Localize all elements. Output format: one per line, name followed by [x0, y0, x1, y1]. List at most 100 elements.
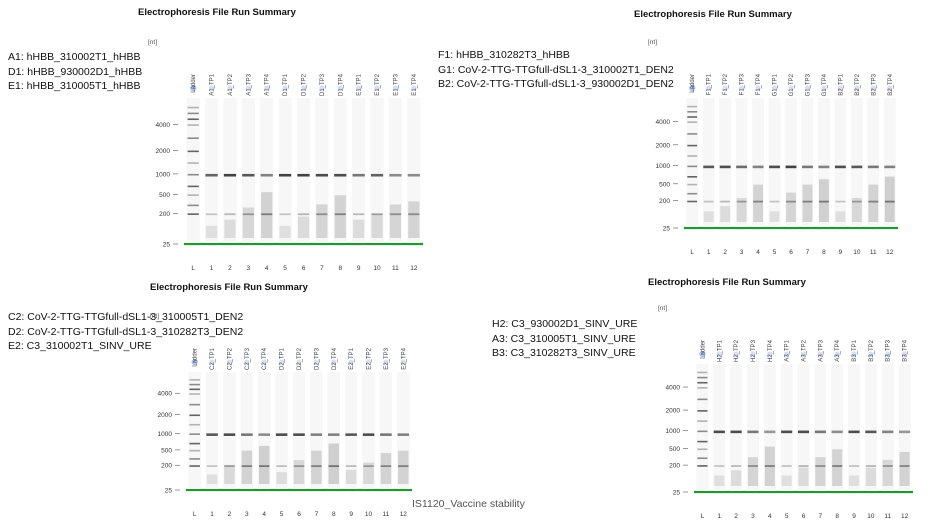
lane: [768, 98, 781, 227]
lane-label: E1_TP4: [412, 73, 418, 95]
main-band: [703, 165, 715, 169]
low-band: [363, 465, 374, 468]
well-dot: [279, 359, 285, 365]
ladder-band: [189, 383, 200, 386]
lane: [686, 98, 699, 227]
smear: [884, 176, 895, 222]
low-band: [297, 213, 310, 216]
lane: [817, 98, 830, 227]
ladder-band: [189, 379, 200, 381]
lane: [797, 364, 810, 491]
smear: [818, 179, 829, 222]
ladder-band: [187, 106, 199, 109]
lane-label: B3_TP2: [869, 339, 875, 361]
low-band: [802, 200, 813, 203]
well-dot: [755, 85, 761, 91]
low-band: [882, 465, 893, 467]
well-dot: [383, 359, 389, 365]
well-dot: [699, 350, 706, 358]
ladder-band: [687, 192, 698, 195]
main-band: [315, 173, 329, 177]
lane-label: B2_TP3: [871, 73, 877, 95]
lane-label: A1_TP1: [210, 73, 216, 95]
low-band: [380, 465, 392, 468]
lane: [834, 98, 847, 227]
smear: [899, 451, 910, 486]
low-band: [851, 200, 862, 203]
lane: [752, 98, 765, 227]
legend-item: E2: C3_310002T1_SINV_URE: [8, 340, 152, 352]
lane-label: B2_TP1: [838, 73, 844, 95]
low-band: [720, 200, 731, 203]
lane-label: E2_TP4: [401, 347, 407, 369]
ladder-band: [687, 155, 698, 157]
lane: [205, 372, 219, 489]
footer-note: IS1120_Vaccine stability: [412, 498, 525, 510]
lane: [260, 98, 274, 243]
panel-2-title: Electrophoresis File Run Summary: [634, 9, 792, 20]
smear: [720, 205, 731, 222]
lane-number: L: [701, 513, 705, 520]
lane-label: F1_TP1: [707, 73, 713, 95]
main-band: [389, 173, 402, 177]
main-band: [293, 433, 305, 436]
lane-number: 4: [262, 511, 266, 518]
lane-label: G1_TP3: [805, 73, 811, 96]
well-dot: [356, 85, 362, 91]
low-band: [258, 465, 270, 468]
lane-label: E1_TP2: [375, 73, 381, 95]
panel-1-legend: A1: hHBB_310002T1_hHBB D1: hHBB_930002D1…: [8, 50, 142, 94]
lane-label: C2_TP4: [262, 347, 268, 370]
ladder-band: [687, 133, 698, 135]
lane: [275, 372, 288, 489]
lane: [850, 98, 863, 227]
low-band: [781, 465, 792, 467]
y-tick-label: 25: [663, 226, 671, 233]
well-dot: [800, 351, 807, 357]
well-dot: [392, 85, 399, 91]
main-band: [834, 165, 846, 169]
main-band: [785, 165, 797, 169]
lane-number: 3: [247, 265, 251, 272]
main-band: [380, 433, 392, 436]
gel-svg: [nt]40002000100050020025LadderLA1_TP11A1…: [148, 39, 423, 272]
well-dot: [739, 85, 745, 91]
panel-4-legend: H2: C3_930002D1_SINV_URE A3: C3_310005T1…: [492, 317, 637, 361]
main-band: [223, 173, 237, 177]
smear: [258, 445, 270, 484]
lane-label: E2_TP2: [367, 347, 373, 369]
y-tick-label: 1000: [656, 163, 671, 170]
ladder-band: [187, 162, 199, 164]
well-dot: [821, 85, 827, 91]
ladder-band: [697, 381, 708, 384]
low-band: [786, 200, 796, 203]
main-band: [713, 430, 725, 434]
lane-label: B3_TP3: [886, 339, 892, 361]
well-dot: [706, 85, 712, 91]
lane: [327, 372, 341, 489]
lane: [763, 364, 776, 491]
ladder-band: [189, 442, 200, 445]
ladder-band: [187, 194, 199, 196]
lane-number: 4: [768, 513, 772, 520]
well-dot: [261, 359, 267, 365]
well-dot: [817, 351, 823, 357]
y-tick-label: 200: [659, 198, 670, 205]
main-band: [328, 433, 340, 436]
well-dot: [901, 351, 908, 357]
lane-label: A1_TP3: [246, 73, 252, 95]
lane: [241, 98, 255, 243]
ladder-band: [189, 433, 200, 435]
lane-number: 10: [853, 249, 861, 256]
lane-number: 12: [400, 511, 408, 518]
low-band: [832, 465, 843, 467]
lane-number: 3: [740, 249, 744, 256]
smear: [242, 207, 254, 238]
smear: [276, 472, 287, 484]
y-tick-label: 1000: [666, 428, 681, 435]
main-band: [882, 430, 894, 434]
well-dot: [191, 358, 198, 366]
lane-number: 12: [901, 513, 909, 520]
panel-1-title: Electrophoresis File Run Summary: [138, 7, 296, 18]
well-dot: [870, 85, 876, 91]
